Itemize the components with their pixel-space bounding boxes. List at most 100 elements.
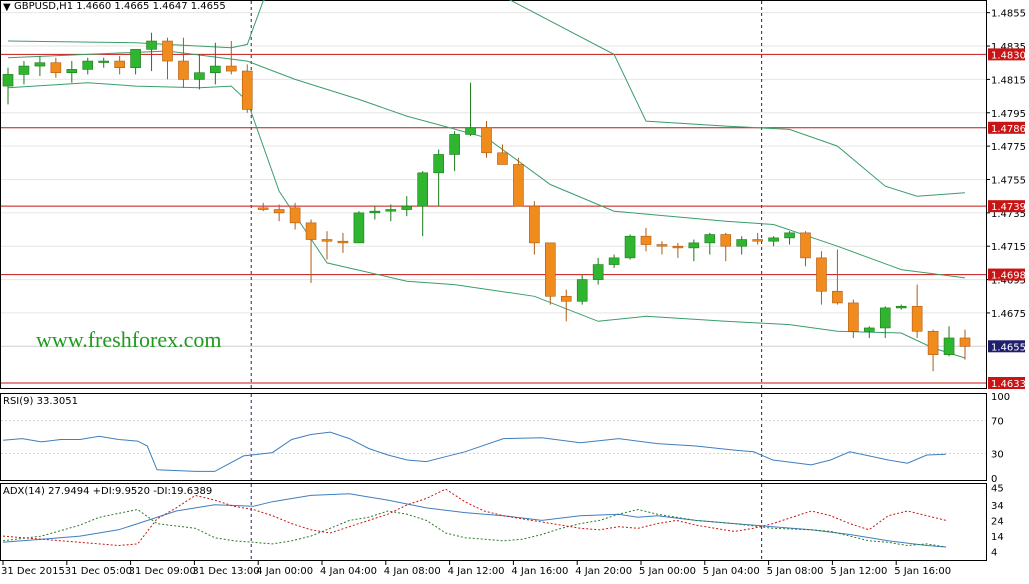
candle-body [513,164,524,207]
price-level-tag [988,376,1025,389]
time-tick-label: 4 Jan 20:00 [575,566,632,577]
candle-body [98,60,109,63]
candle-body [736,239,748,247]
price-level-tag [988,48,1025,61]
rsi-line [2,431,947,472]
candle-body [353,212,365,244]
rsi-tick-label: 0 [991,474,997,485]
minus-di-line [2,488,947,547]
adx-tick-label: 14 [991,532,1004,543]
price-level-tag-label: 1.4698 [991,271,1026,282]
candle-body [608,257,620,265]
candle-body [369,210,381,214]
candle-body [752,239,763,242]
price-tick-label: 1.4855 [991,9,1026,20]
candle-body [816,257,827,292]
price-level-tag [988,121,1025,134]
candle-body [401,205,413,210]
symbol-dropdown-icon[interactable]: ▼ [3,2,11,13]
price-level-tag-label: 1.4633 [991,379,1026,390]
price-level-tag-label: 1.4739 [991,202,1026,213]
candle-body [417,172,429,207]
time-tick-label: 5 Jan 04:00 [703,566,760,577]
candle-body [337,240,349,244]
candle-body [800,232,811,259]
candle-body [210,65,221,74]
time-tick-label: 5 Jan 00:00 [639,566,696,577]
candle-body [241,70,253,110]
candle-body [385,209,397,212]
time-tick-label: 5 Jan 12:00 [830,566,887,577]
time-tick-label: 5 Jan 08:00 [767,566,824,577]
time-tick-label: 5 Jan 16:00 [894,566,951,577]
time-tick-label: 31 Dec 2015 [1,566,65,577]
rsi-tick-label: 30 [991,449,1004,460]
candle-body [114,60,125,69]
candle-body [624,235,636,259]
day-separator-layer [250,1,763,560]
candle-body [289,207,301,224]
candle-body [560,295,572,302]
candle-body [82,60,94,70]
candle-body [305,222,317,240]
candle-body [592,264,604,280]
candle-body [832,290,843,304]
bollinger-upper-line [7,0,966,197]
candle-body [911,305,923,332]
time-tick-label: 4 Jan 12:00 [448,566,505,577]
price-tick-label: 1.4715 [991,242,1026,253]
candle-body [959,337,971,347]
adx-tick-label: 24 [991,516,1004,527]
time-tick-label: 31 Dec 13:00 [192,566,259,577]
candle-body [130,49,141,69]
price-tick-label: 1.4755 [991,175,1026,186]
candle-body [321,239,333,242]
watermark: www.freshforex.com [36,327,222,352]
candle-body [465,127,476,135]
adx-tick-label: 34 [991,501,1004,512]
candle-body [927,330,939,355]
time-tick-label: 4 Jan 08:00 [384,566,441,577]
price-level-tag-label: 1.4830 [991,50,1026,61]
rsi-tick-label: 100 [991,392,1010,403]
adx-line [2,493,947,548]
current-price-tag [988,340,1025,353]
candle-body [895,305,907,309]
candle-body [943,337,955,355]
adx-tick-label: 4 [991,548,997,559]
candle-body [544,242,556,297]
axis-layer: 1.4855 1.4835 1.4815 1.4795 1.4775 1.4755 1.47… [1,9,1026,577]
candle-body [2,74,14,87]
candle-body [257,207,269,210]
time-tick-label: 31 Dec 09:00 [129,566,196,577]
candle-body [226,65,237,72]
price-tick-label: 1.4695 [991,276,1026,287]
candles-layer [2,32,971,372]
candle-body [146,40,157,50]
candle-body [18,65,30,75]
price-tick-label: 1.4735 [991,209,1026,220]
rsi-panel-frame [0,393,987,481]
candle-body [66,69,78,74]
candle-body [768,237,779,242]
candle-body [640,235,652,245]
candle-body [863,327,875,332]
candle-body [162,40,173,62]
candle-body [50,62,62,74]
plus-di-line [2,508,947,548]
candle-body [34,62,46,67]
price-level-tag-label: 1.4786 [991,124,1026,135]
candle-body [688,242,700,249]
price-tick-label: 1.4675 [991,309,1026,320]
price-tick-label: 1.4835 [991,42,1026,53]
price-tick-label: 1.4775 [991,142,1026,153]
price-level-tag [988,268,1025,281]
candle-body [178,60,189,80]
candle-body [449,134,460,155]
candle-body [194,72,205,80]
price-tick-label: 1.4795 [991,109,1026,120]
time-tick-label: 31 Dec 05:00 [65,566,132,577]
adx-panel-frame [0,483,987,561]
